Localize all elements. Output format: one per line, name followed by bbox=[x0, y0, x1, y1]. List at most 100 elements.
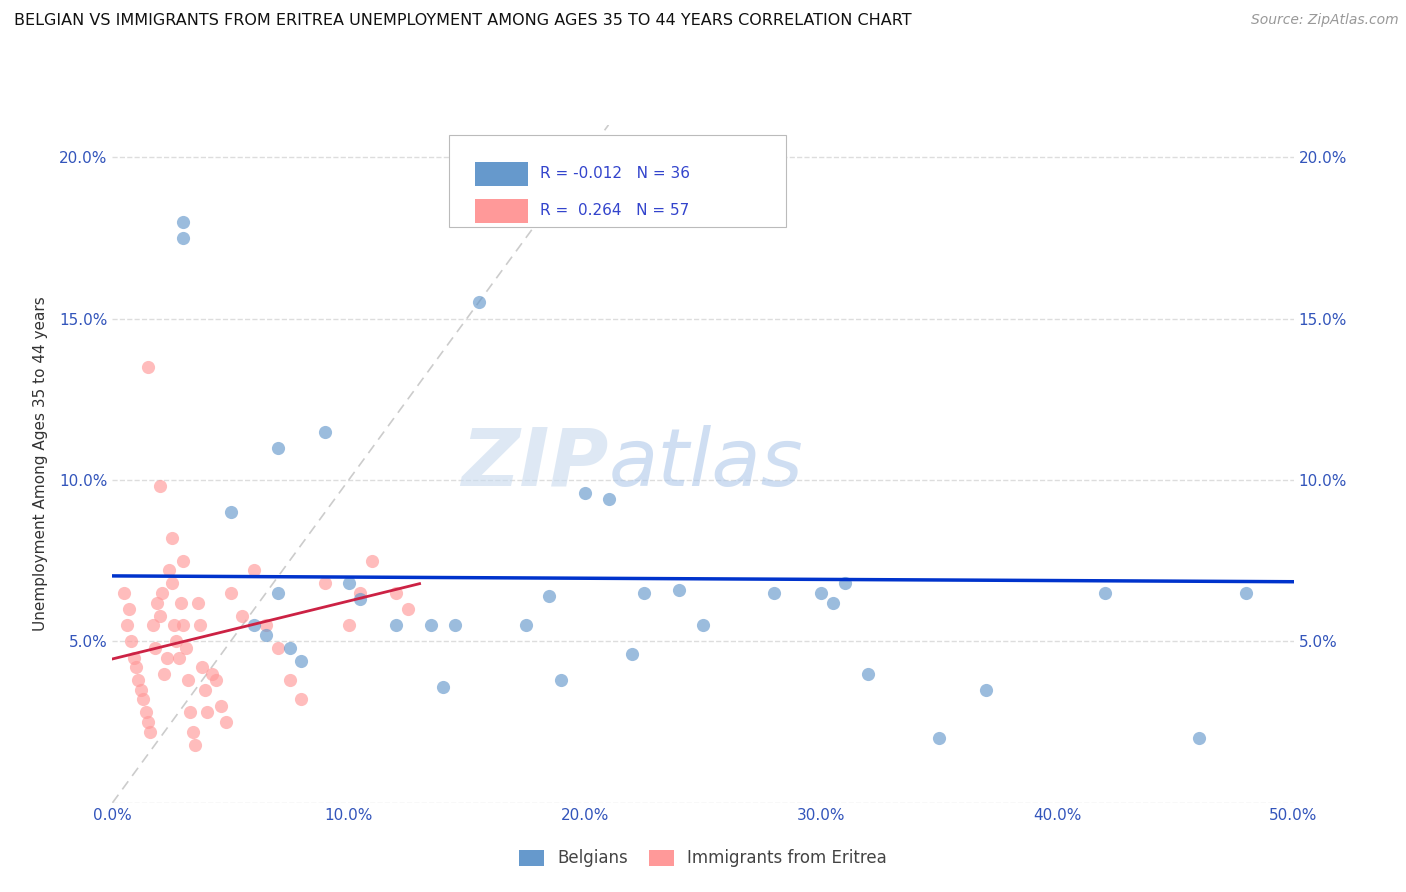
Point bbox=[163, 618, 186, 632]
Point bbox=[139, 724, 162, 739]
Point bbox=[195, 706, 218, 720]
Point bbox=[976, 682, 998, 697]
Point bbox=[205, 673, 228, 687]
Point bbox=[598, 492, 620, 507]
FancyBboxPatch shape bbox=[449, 135, 786, 227]
Point bbox=[136, 715, 159, 730]
Point bbox=[267, 586, 290, 600]
Point bbox=[153, 666, 176, 681]
Point bbox=[115, 618, 138, 632]
Bar bbox=[475, 161, 529, 186]
Point bbox=[172, 231, 194, 245]
Point bbox=[267, 441, 290, 455]
Point bbox=[219, 505, 242, 519]
Point bbox=[337, 618, 360, 632]
Point bbox=[174, 640, 197, 655]
Point bbox=[633, 586, 655, 600]
Point bbox=[254, 618, 277, 632]
Point bbox=[278, 673, 301, 687]
Y-axis label: Unemployment Among Ages 35 to 44 years: Unemployment Among Ages 35 to 44 years bbox=[34, 296, 48, 632]
Point bbox=[186, 596, 208, 610]
Point bbox=[928, 731, 950, 746]
Point bbox=[172, 618, 194, 632]
Point bbox=[129, 682, 152, 697]
Text: BELGIAN VS IMMIGRANTS FROM ERITREA UNEMPLOYMENT AMONG AGES 35 TO 44 YEARS CORREL: BELGIAN VS IMMIGRANTS FROM ERITREA UNEMP… bbox=[14, 13, 911, 29]
Point bbox=[858, 666, 880, 681]
Point bbox=[149, 608, 172, 623]
Point bbox=[349, 592, 371, 607]
Point bbox=[810, 586, 832, 600]
Point bbox=[762, 586, 785, 600]
Point bbox=[290, 692, 312, 706]
Point bbox=[231, 608, 253, 623]
Point bbox=[349, 586, 371, 600]
Point bbox=[188, 618, 211, 632]
Point bbox=[179, 706, 201, 720]
Point bbox=[361, 554, 384, 568]
Point bbox=[278, 640, 301, 655]
Point bbox=[314, 425, 336, 439]
Point bbox=[243, 618, 266, 632]
Point bbox=[1188, 731, 1211, 746]
Point bbox=[668, 582, 690, 597]
Point bbox=[156, 650, 179, 665]
Point bbox=[432, 680, 454, 694]
Point bbox=[834, 576, 856, 591]
Point bbox=[112, 586, 135, 600]
Point bbox=[254, 628, 277, 642]
Point bbox=[1094, 586, 1116, 600]
Point bbox=[143, 640, 166, 655]
Bar bbox=[475, 199, 529, 223]
Point bbox=[219, 586, 242, 600]
Point bbox=[314, 576, 336, 591]
Point bbox=[243, 563, 266, 577]
Text: ZIP: ZIP bbox=[461, 425, 609, 503]
Text: R =  0.264   N = 57: R = 0.264 N = 57 bbox=[540, 203, 689, 219]
Point bbox=[385, 618, 408, 632]
Point bbox=[201, 666, 224, 681]
Point bbox=[515, 618, 537, 632]
Point bbox=[125, 660, 148, 674]
Point bbox=[215, 715, 238, 730]
Point bbox=[538, 589, 561, 603]
Point bbox=[1234, 586, 1257, 600]
Legend: Belgians, Immigrants from Eritrea: Belgians, Immigrants from Eritrea bbox=[515, 845, 891, 872]
Point bbox=[146, 596, 169, 610]
Point bbox=[120, 634, 142, 648]
Point bbox=[132, 692, 155, 706]
Point bbox=[621, 648, 644, 662]
Point bbox=[574, 486, 596, 500]
Point bbox=[127, 673, 149, 687]
Point bbox=[191, 660, 214, 674]
Point bbox=[290, 654, 312, 668]
Point bbox=[396, 602, 419, 616]
Point bbox=[150, 586, 173, 600]
Point bbox=[160, 576, 183, 591]
Point bbox=[167, 650, 190, 665]
Text: R = -0.012   N = 36: R = -0.012 N = 36 bbox=[540, 167, 690, 181]
Point bbox=[550, 673, 572, 687]
Point bbox=[209, 698, 232, 713]
Point bbox=[142, 618, 165, 632]
Point bbox=[177, 673, 200, 687]
Point bbox=[184, 738, 207, 752]
Point bbox=[172, 554, 194, 568]
Text: Source: ZipAtlas.com: Source: ZipAtlas.com bbox=[1251, 13, 1399, 28]
Point bbox=[170, 596, 193, 610]
Point bbox=[385, 586, 408, 600]
Point bbox=[172, 215, 194, 229]
Point bbox=[267, 640, 290, 655]
Point bbox=[337, 576, 360, 591]
Point bbox=[692, 618, 714, 632]
Point bbox=[444, 618, 467, 632]
Point bbox=[135, 706, 157, 720]
Point bbox=[160, 531, 183, 545]
Point bbox=[136, 359, 159, 374]
Point bbox=[181, 724, 204, 739]
Point bbox=[194, 682, 217, 697]
Point bbox=[467, 295, 489, 310]
Point bbox=[118, 602, 141, 616]
Point bbox=[149, 479, 172, 493]
Point bbox=[165, 634, 187, 648]
Text: atlas: atlas bbox=[609, 425, 803, 503]
